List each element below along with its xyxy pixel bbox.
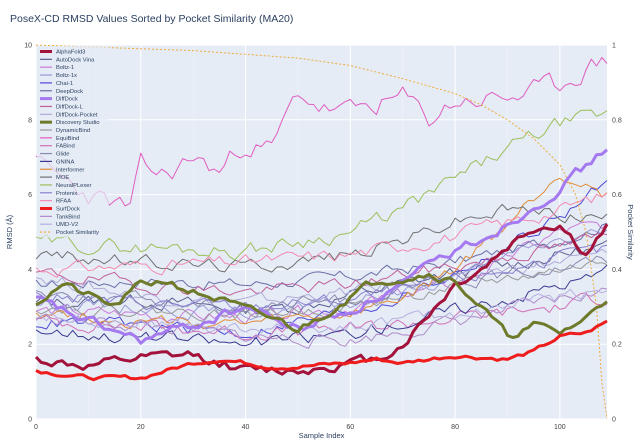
legend-label: Glide (56, 152, 70, 158)
legend-label: NeuralPLexer (56, 183, 92, 189)
x-axis-label: Sample Index (299, 431, 345, 440)
legend-label: DeepDock (56, 89, 83, 95)
series-line-dynamicbind (35, 260, 608, 322)
series-line-deepdock (35, 222, 608, 291)
legend-label: AutoDock Vina (56, 57, 95, 63)
legend-label: DynamicBind (56, 128, 90, 134)
legend-label: Boltz-1 (56, 65, 74, 71)
y-axis-label: RMSD (Å) (5, 214, 14, 249)
legend-label: TankBind (56, 214, 80, 220)
y-tick-label: 10 (24, 43, 32, 50)
y-tick-label: 4 (28, 267, 32, 274)
legend-label: RFAA (56, 199, 71, 205)
series-line-discovery-studio (35, 272, 608, 339)
legend-label: FABind (56, 144, 75, 150)
legend-label: DiffDock (56, 97, 78, 103)
x-tick-label: 60 (346, 424, 354, 431)
legend-label: Interformer (56, 167, 84, 173)
y-tick-label: 6 (28, 192, 32, 199)
series-line-rfaa (35, 192, 608, 278)
grid-layer (35, 44, 607, 420)
series-line-boltz-1 (35, 221, 608, 325)
legend-label: MOE (56, 175, 69, 181)
series-line-equibind (35, 57, 608, 207)
y2-axis-label: Pocket Similarity (626, 204, 635, 260)
x-tick-label: 0 (34, 424, 38, 431)
x-tick-label: 80 (451, 424, 459, 431)
legend-label: AlphaFold3 (56, 50, 85, 56)
y2-tick-label: 0.2 (612, 342, 622, 349)
legend-background (37, 46, 109, 238)
series-line-neuralplexer (35, 109, 608, 261)
series-line-boltz-1x (35, 228, 608, 321)
y-tick-label: 0 (28, 417, 32, 424)
y2-tick-label: 0.4 (612, 267, 622, 274)
series-line-moe (35, 203, 608, 273)
legend-label: Chai-1 (56, 81, 73, 87)
y-tick-label: 8 (28, 117, 32, 124)
legend-label: DiffDock-L (56, 104, 84, 110)
x-tick-label: 40 (242, 424, 250, 431)
legend-label: GNINA (56, 159, 74, 165)
legend-label: Boltz-1x (56, 73, 77, 79)
x-tick-label: 100 (554, 424, 566, 431)
series-line-autodock-vina (35, 240, 608, 316)
y2-tick-label: 0.6 (612, 192, 622, 199)
legend-label: Pocket Similarity (56, 230, 99, 236)
legend-label: Discovery Studio (56, 120, 100, 126)
series-line-diffdock-l (35, 233, 608, 296)
y2-tick-label: 0.8 (612, 117, 622, 124)
y-tick-label: 2 (28, 342, 32, 349)
series-line-umd-v2 (35, 288, 608, 334)
legend-label: DiffDock-Pocket (56, 112, 98, 118)
legend-label: EquiBind (56, 136, 79, 142)
legend-label: Protenix (56, 191, 77, 197)
chart-title: PoseX-CD RMSD Values Sorted by Pocket Si… (10, 13, 293, 25)
y2-tick-label: 0 (612, 417, 616, 424)
series-layer (34, 44, 609, 420)
y2-tick-label: 1 (612, 43, 616, 50)
series-line-surfdock (35, 319, 608, 382)
series-line-alphafold3 (34, 223, 609, 376)
x-tick-label: 20 (137, 424, 145, 431)
legend-label: UMD-V2 (56, 222, 78, 228)
legend-label: SurfDock (56, 207, 80, 213)
series-line-protenix (35, 244, 608, 311)
